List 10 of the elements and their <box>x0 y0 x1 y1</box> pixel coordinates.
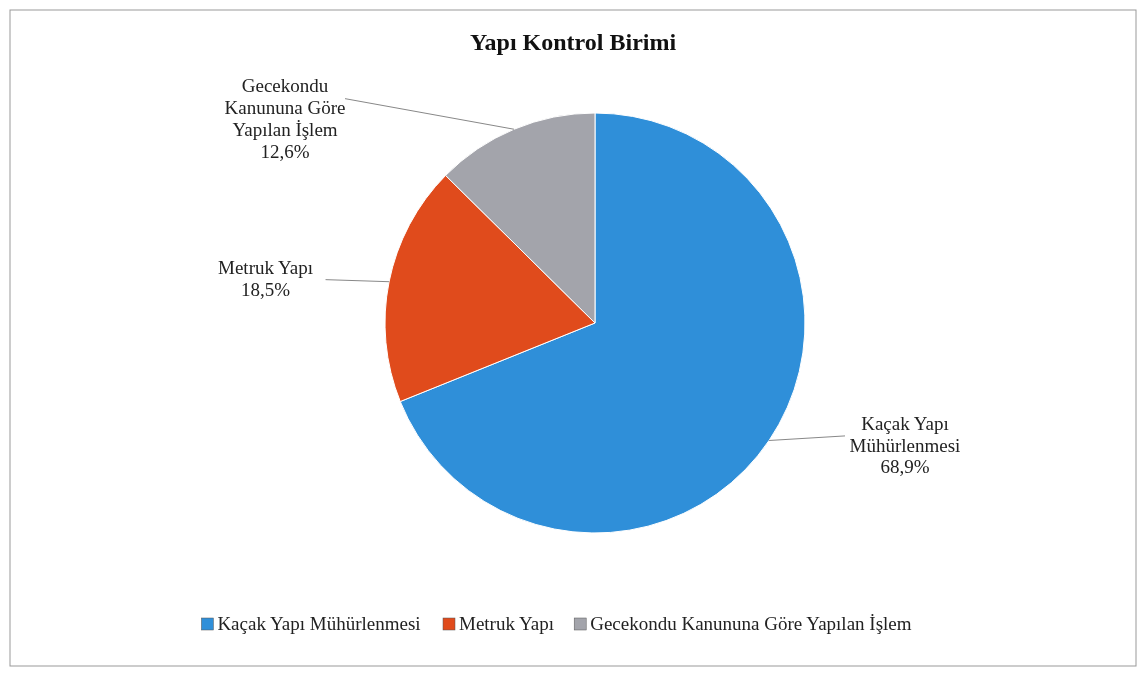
data-label: 18,5% <box>241 278 291 300</box>
legend-label: Gecekondu Kanununa Göre Yapılan İşlem <box>590 613 912 634</box>
data-label: 68,9% <box>880 456 930 478</box>
slice-label: Kaçak Yapı Mühürlenmesi <box>849 412 961 456</box>
legend-label: Kaçak Yapı Mühürlenmesi <box>217 613 421 634</box>
legend-label: Metruk Yapı <box>459 613 555 634</box>
data-label: 12,6% <box>260 140 310 162</box>
slice-label: Gecekondu Kanununa Göre Yapılan İşlem <box>224 75 346 140</box>
chart-title: Yapı Kontrol Birimi <box>469 29 677 55</box>
slice-label: Metruk Yapı <box>218 256 314 278</box>
